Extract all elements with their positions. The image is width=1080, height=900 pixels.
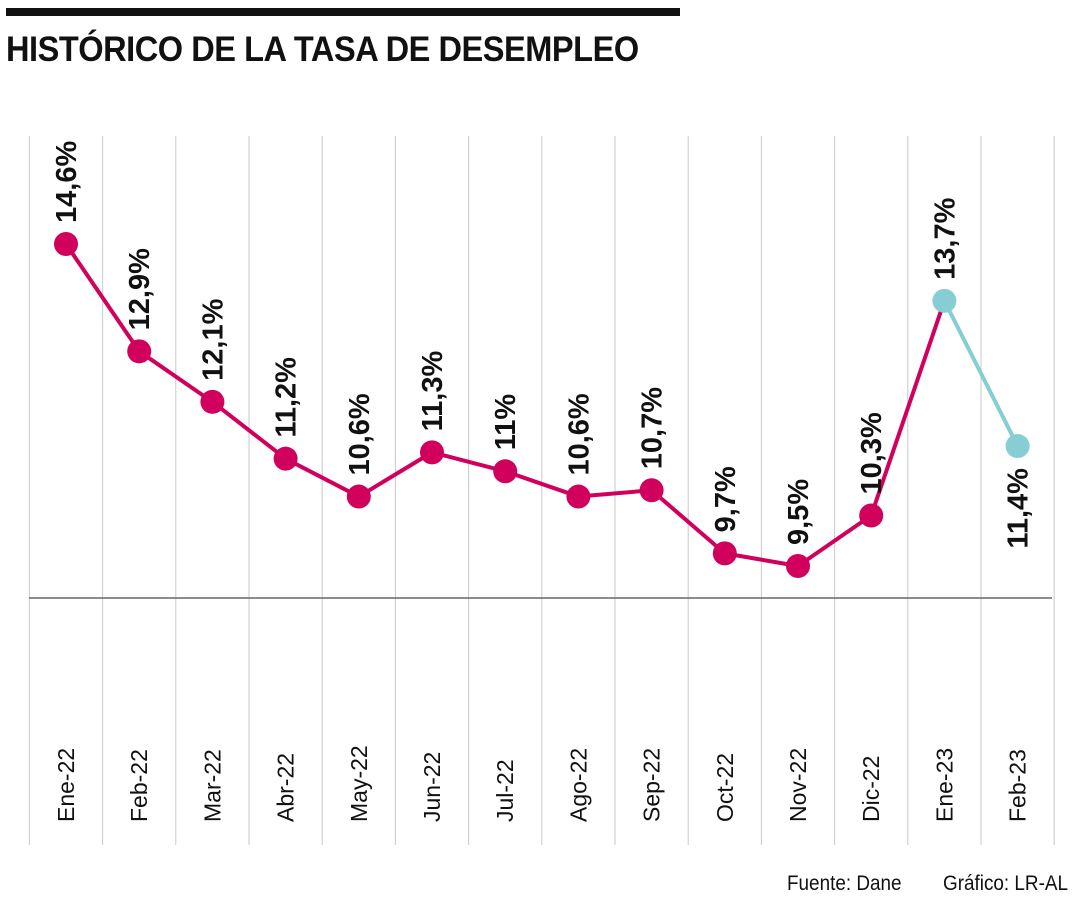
data-label: 10,3% <box>856 412 888 494</box>
top-rule <box>6 8 680 16</box>
x-tick-label: May-22 <box>346 745 372 822</box>
data-point <box>1005 434 1030 459</box>
data-point <box>932 288 957 313</box>
x-tick-label: Sep-22 <box>639 748 665 822</box>
data-point <box>200 389 225 414</box>
data-label: 11,4% <box>1003 468 1035 549</box>
data-point <box>493 459 518 484</box>
data-label: 10,7% <box>637 387 669 469</box>
x-tick-label: Oct-22 <box>712 753 738 822</box>
gridlines <box>28 136 1055 845</box>
data-label: 12,9% <box>124 248 156 330</box>
data-label: 9,5% <box>783 479 815 545</box>
chart-title: HISTÓRICO DE LA TASA DE DESEMPLEO <box>6 30 639 69</box>
data-labels: 14,6% 12,9% 12,1% 11,2% 10,6% 11,3% 11% 10,6% 10… <box>51 141 1035 549</box>
data-label: 13,7% <box>929 197 961 279</box>
x-tick-label: Ene-23 <box>931 748 957 822</box>
data-point <box>54 232 78 256</box>
data-label: 11,2% <box>271 357 303 438</box>
data-points <box>54 232 1030 578</box>
data-point <box>639 478 664 503</box>
x-tick-label: Nov-22 <box>785 748 811 822</box>
x-tick-label: Ene-22 <box>53 748 79 822</box>
data-point <box>712 541 737 566</box>
data-point <box>346 484 371 509</box>
data-label: 12,1% <box>197 298 229 380</box>
data-point <box>859 503 884 528</box>
source-note: Fuente: Dane <box>787 872 902 895</box>
data-point <box>127 339 152 364</box>
x-tick-label: Jun-22 <box>419 752 445 822</box>
x-tick-label: Dic-22 <box>858 756 884 822</box>
data-point <box>566 484 591 509</box>
x-tick-label: Feb-22 <box>126 749 152 822</box>
x-tick-labels: Ene-22 Feb-22 Mar-22 Abr-22 May-22 Jun-22 Jul-… <box>53 745 1031 822</box>
data-point <box>273 446 298 471</box>
x-tick-label: Mar-22 <box>199 749 225 822</box>
data-label: 9,7% <box>710 466 742 532</box>
credit-note: Gráfico: LR-AL <box>943 872 1069 895</box>
x-tick-label: Feb-23 <box>1005 749 1031 822</box>
data-label: 14,6% <box>51 141 83 223</box>
x-tick-label: Ago-22 <box>565 748 591 822</box>
data-label: 11,3% <box>417 351 449 432</box>
data-label: 10,6% <box>344 393 376 475</box>
data-point <box>786 554 810 578</box>
series-line-latest <box>942 298 1020 449</box>
data-label: 10,6% <box>563 393 595 475</box>
data-point <box>420 440 444 465</box>
x-tick-label: Abr-22 <box>273 753 299 822</box>
x-tick-label: Jul-22 <box>492 759 518 822</box>
data-label: 11% <box>490 394 522 451</box>
